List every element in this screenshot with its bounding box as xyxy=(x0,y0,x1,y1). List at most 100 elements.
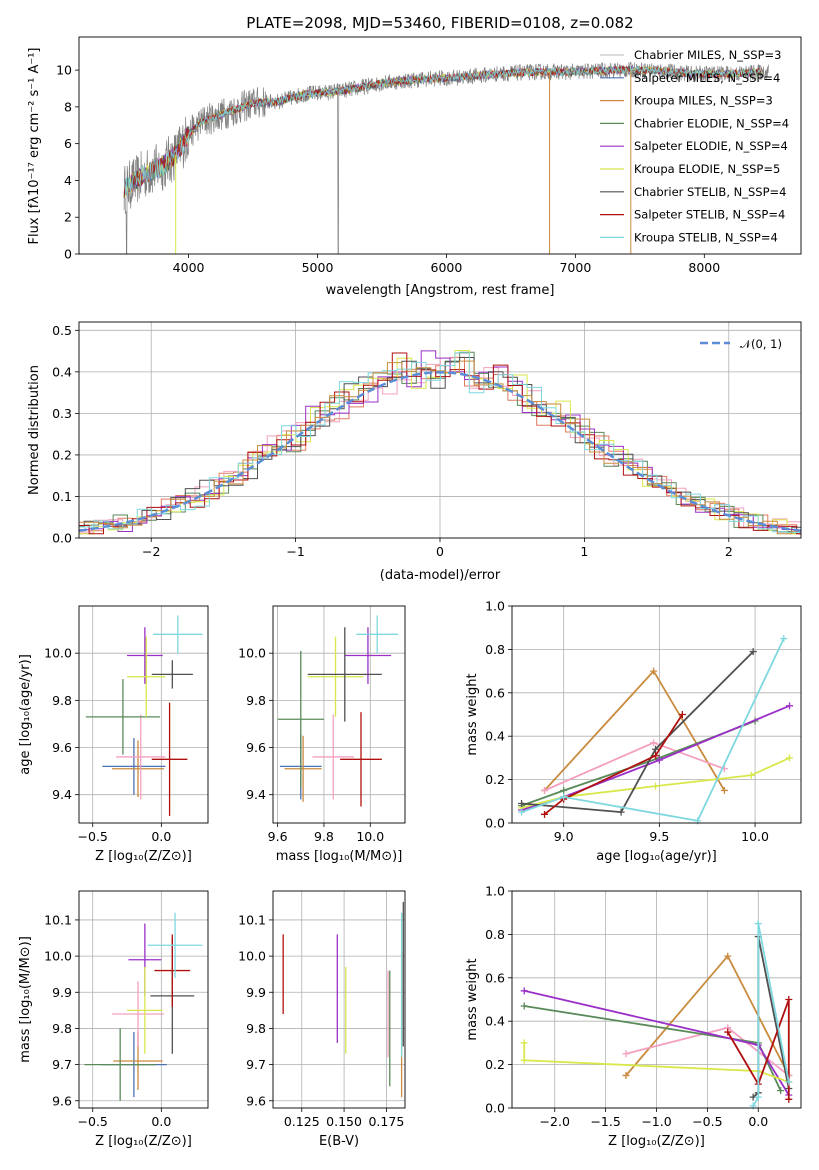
plot-frame xyxy=(78,605,209,824)
y-axis-label: mass [log₁₀(M/M⊙)] xyxy=(18,936,33,1063)
x-tick-label: −0.5 xyxy=(78,1114,108,1129)
mass-weight-marker xyxy=(518,808,526,816)
mass-weight-marker xyxy=(749,648,757,656)
x-tick-label: 5000 xyxy=(302,260,334,275)
y-tick-label: 9.6 xyxy=(52,1093,72,1108)
mass-vs-metallicity-panel: −0.5 0.0 9.6 9.7 9.8 9.9 10.0 10.1 Z [log₁₀(Z/Z⊙… xyxy=(18,890,209,1149)
plot-frame xyxy=(272,890,406,1109)
legend-label: Kroupa ELODIE, N_SSP=5 xyxy=(634,162,780,176)
histogram-step xyxy=(79,352,801,535)
y-tick-label: 0.6 xyxy=(485,685,505,700)
y-tick-label: 9.7 xyxy=(52,1057,72,1072)
x-tick-label: 1 xyxy=(580,544,588,559)
mass-weight-line xyxy=(752,923,790,1107)
x-tick-label: −1 xyxy=(286,544,304,559)
y-tick-label: 10.0 xyxy=(44,949,72,964)
mass-vs-extinction-panel: 0.125 0.150 0.175 9.6 9.7 9.8 9.9 10.0 10.1 E(B-V… xyxy=(238,890,406,1149)
y-tick-label: 0 xyxy=(64,247,72,262)
y-tick-label: 0.0 xyxy=(485,1101,505,1116)
x-tick-label: −0.5 xyxy=(78,829,108,844)
y-tick-label: 9.6 xyxy=(52,740,72,755)
x-axis-label: age [log₁₀(age/yr)] xyxy=(596,849,717,864)
x-tick-label: −0.5 xyxy=(692,1114,722,1129)
mass-weight-marker xyxy=(617,808,625,816)
x-tick-label: 4000 xyxy=(173,260,205,275)
y-axis-label: age [log₁₀(age/yr)] xyxy=(18,654,33,775)
legend-label: Salpeter ELODIE, N_SSP=4 xyxy=(634,139,788,153)
x-tick-label: 10.0 xyxy=(356,829,384,844)
mass-weight-marker xyxy=(541,786,549,794)
y-tick-label: 10.1 xyxy=(44,912,72,927)
y-tick-label: 9.4 xyxy=(246,787,266,802)
legend-label: Salpeter MILES, N_SSP=4 xyxy=(634,71,780,85)
y-tick-label: 0.4 xyxy=(485,729,505,744)
x-tick-label: 0.150 xyxy=(326,1114,362,1129)
mass-weight-line xyxy=(726,999,790,1100)
mass-weight-marker xyxy=(655,756,663,764)
model-spectrum xyxy=(123,65,763,198)
mass-weight-marker xyxy=(650,667,658,675)
spectrum-lines xyxy=(123,61,769,254)
y-tick-label: 0.0 xyxy=(485,816,505,831)
y-tick-label: 9.8 xyxy=(52,1021,72,1036)
plot-frame xyxy=(78,36,802,255)
plot-frame xyxy=(272,605,406,824)
x-axis-label: E(B-V) xyxy=(319,1134,359,1149)
legend-label: Chabrier ELODIE, N_SSP=4 xyxy=(634,116,789,130)
x-tick-label: 0.0 xyxy=(748,1114,768,1129)
mass-weight-marker xyxy=(777,1087,785,1095)
mass-weight-marker xyxy=(652,782,660,790)
mass-weight-marker xyxy=(650,739,658,747)
mass-weight-marker xyxy=(780,635,788,643)
y-tick-label: 9.6 xyxy=(246,1093,266,1108)
y-tick-label: 0.8 xyxy=(485,642,505,657)
y-tick-label: 2 xyxy=(64,210,72,225)
y-tick-label: 4 xyxy=(64,173,72,188)
y-tick-label: 10.1 xyxy=(238,912,266,927)
mass-weight-line xyxy=(521,650,754,814)
x-tick-label: 0.0 xyxy=(151,829,171,844)
mass-weight-marker xyxy=(724,1028,732,1036)
y-tick-label: 6 xyxy=(64,136,72,151)
mass-weight-marker xyxy=(754,1093,762,1101)
legend-label: 𝒩(0, 1) xyxy=(740,337,782,351)
x-tick-label: 9.5 xyxy=(649,829,669,844)
mass-weight-marker xyxy=(652,752,660,760)
y-axis-label: mass weight xyxy=(465,673,480,755)
mass-weight-line xyxy=(521,638,785,822)
x-tick-label: 0 xyxy=(436,544,444,559)
x-tick-label: −2 xyxy=(142,544,160,559)
y-tick-label: 9.7 xyxy=(246,1057,266,1072)
histograms xyxy=(79,350,801,535)
x-tick-label: 2 xyxy=(725,544,733,559)
spectrum-panel: 4000 5000 6000 7000 8000 0 2 4 6 8 10 PLATE=2098, M… xyxy=(27,14,802,298)
y-tick-label: 0.1 xyxy=(52,489,72,504)
y-tick-label: 9.8 xyxy=(246,1021,266,1036)
x-tick-label: −1.0 xyxy=(641,1114,671,1129)
y-tick-label: 10.0 xyxy=(44,646,72,661)
x-axis-label: (data-model)/error xyxy=(380,568,501,583)
legend-label: Kroupa MILES, N_SSP=3 xyxy=(634,94,773,108)
plot-frame xyxy=(78,890,209,1109)
x-tick-label: −1.5 xyxy=(590,1114,620,1129)
age-vs-metallicity-panel: −0.5 0.0 9.4 9.6 9.8 10.0 Z [log₁₀(Z/Z⊙)] age [… xyxy=(18,605,209,864)
y-axis-label: Flux [fλ10⁻¹⁷ erg cm⁻² s⁻¹ A⁻¹] xyxy=(27,48,42,245)
legend-label: Chabrier STELIB, N_SSP=4 xyxy=(634,185,786,199)
mass-weight-marker xyxy=(622,1050,630,1058)
mass-weight-line xyxy=(523,1042,790,1083)
y-tick-label: 10.0 xyxy=(238,646,266,661)
mass-weight-marker xyxy=(785,1078,793,1086)
mass-weight-marker xyxy=(652,745,660,753)
y-tick-label: 0.2 xyxy=(485,772,505,787)
y-axis-label: mass weight xyxy=(465,958,480,1040)
mass-weight-marker xyxy=(754,920,762,928)
y-tick-label: 0.0 xyxy=(52,531,72,546)
mass-weight-marker xyxy=(520,1056,528,1064)
y-tick-label: 0.4 xyxy=(485,1014,505,1029)
x-axis-label: wavelength [Angstrom, rest frame] xyxy=(326,283,555,298)
legend-label: Salpeter STELIB, N_SSP=4 xyxy=(634,208,785,222)
mass-weight-marker xyxy=(678,711,686,718)
y-tick-label: 0.2 xyxy=(485,1057,505,1072)
y-tick-label: 10.0 xyxy=(238,949,266,964)
x-tick-label: 0.175 xyxy=(368,1114,404,1129)
